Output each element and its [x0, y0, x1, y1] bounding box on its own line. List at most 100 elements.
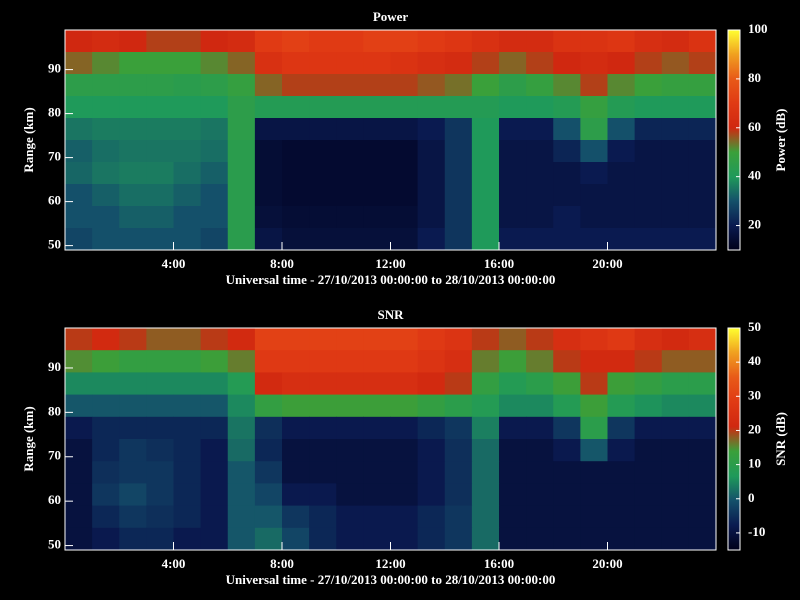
heatmap-cell — [661, 505, 690, 529]
heatmap-cell — [553, 505, 581, 529]
heatmap-cell — [309, 30, 337, 53]
heatmap-cell — [526, 505, 554, 529]
heatmap-cell — [417, 505, 446, 529]
heatmap-cell — [661, 140, 690, 163]
heatmap-cell — [553, 162, 581, 185]
heatmap-cell — [580, 162, 608, 185]
heatmap-cell — [146, 140, 174, 163]
heatmap-cell — [688, 483, 717, 507]
heatmap-cell — [526, 350, 554, 373]
heatmap-cell — [390, 527, 419, 551]
heatmap-cell — [526, 394, 554, 418]
heatmap-cell — [499, 228, 527, 251]
heatmap-cell — [200, 372, 229, 396]
heatmap-cell — [688, 96, 717, 119]
heatmap-cell — [471, 118, 500, 141]
heatmap-cell — [200, 74, 229, 97]
heatmap-cell — [607, 228, 636, 251]
heatmap-cell — [146, 505, 174, 529]
heatmap-cell — [580, 140, 608, 163]
heatmap-cell — [119, 184, 147, 207]
heatmap-cell — [173, 350, 202, 373]
heatmap-cell — [146, 350, 174, 373]
heatmap-cell — [146, 74, 174, 97]
heatmap-cell — [444, 527, 473, 551]
heatmap-cell — [254, 439, 283, 462]
colorbar-tick-label: 40 — [748, 168, 761, 183]
heatmap-cell — [634, 328, 663, 351]
heatmap-cell — [200, 162, 229, 185]
heatmap-cell — [309, 74, 337, 97]
y-tick-label: 70 — [48, 448, 61, 463]
heatmap-cell — [146, 52, 174, 75]
heatmap-cell — [363, 228, 391, 251]
heatmap-cell — [363, 416, 391, 440]
heatmap-cell — [363, 52, 391, 75]
heatmap-cell — [92, 505, 120, 529]
heatmap-cell — [92, 372, 120, 396]
heatmap-cell — [390, 394, 419, 418]
heatmap-cell — [390, 228, 419, 251]
heatmap-cell — [444, 74, 473, 97]
heatmap-cell — [254, 184, 283, 207]
heatmap-cell — [227, 52, 256, 75]
heatmap-cell — [363, 461, 391, 484]
heatmap-cell — [173, 505, 202, 529]
heatmap-cell — [471, 206, 500, 229]
heatmap-cell — [499, 74, 527, 97]
heatmap-cell — [146, 328, 174, 351]
heatmap-cell — [282, 328, 310, 351]
heatmap-cell — [309, 52, 337, 75]
heatmap-cell — [607, 96, 636, 119]
heatmap-cell — [227, 228, 256, 251]
heatmap-cell — [119, 140, 147, 163]
heatmap-cell — [499, 394, 527, 418]
heatmap-cell — [146, 118, 174, 141]
heatmap-cell — [227, 140, 256, 163]
heatmap-cell — [688, 74, 717, 97]
heatmap-cell — [282, 416, 310, 440]
heatmap-cell — [336, 206, 364, 229]
heatmap-cell — [146, 416, 174, 440]
heatmap-cell — [309, 416, 337, 440]
heatmap-cell — [336, 328, 364, 351]
heatmap-cell — [363, 483, 391, 507]
heatmap-cell — [471, 505, 500, 529]
heatmap-cell — [580, 184, 608, 207]
heatmap-cell — [92, 328, 120, 351]
heatmap-cell — [65, 439, 93, 462]
heatmap-cell — [227, 527, 256, 551]
x-axis-label: Universal time - 27/10/2013 00:00:00 to … — [226, 572, 556, 587]
heatmap-cell — [336, 30, 364, 53]
heatmap-cell — [607, 439, 636, 462]
heatmap-cell — [119, 416, 147, 440]
heatmap-cell — [119, 162, 147, 185]
heatmap-cell — [499, 350, 527, 373]
heatmap-cell — [200, 228, 229, 251]
heatmap-cell — [227, 350, 256, 373]
heatmap-cell — [471, 74, 500, 97]
heatmap-cell — [119, 350, 147, 373]
heatmap-cell — [607, 527, 636, 551]
heatmap-cell — [634, 483, 663, 507]
colorbar — [727, 29, 741, 251]
chart-title: SNR — [377, 307, 404, 322]
x-tick-label: 12:00 — [375, 256, 405, 271]
heatmap-cell — [444, 416, 473, 440]
heatmap-cell — [526, 118, 554, 141]
heatmap-cell — [526, 328, 554, 351]
heatmap-cell — [444, 483, 473, 507]
heatmap-cell — [173, 206, 202, 229]
heatmap-cell — [580, 483, 608, 507]
heatmap-cell — [146, 439, 174, 462]
heatmap-cell — [417, 118, 446, 141]
heatmap-cell — [553, 483, 581, 507]
heatmap-cell — [200, 30, 229, 53]
heatmap-cell — [499, 140, 527, 163]
heatmap-cell — [146, 394, 174, 418]
heatmap-cell — [526, 140, 554, 163]
heatmap-cell — [363, 394, 391, 418]
heatmap-cell — [119, 372, 147, 396]
heatmap-cell — [553, 228, 581, 251]
heatmap-cell — [607, 118, 636, 141]
